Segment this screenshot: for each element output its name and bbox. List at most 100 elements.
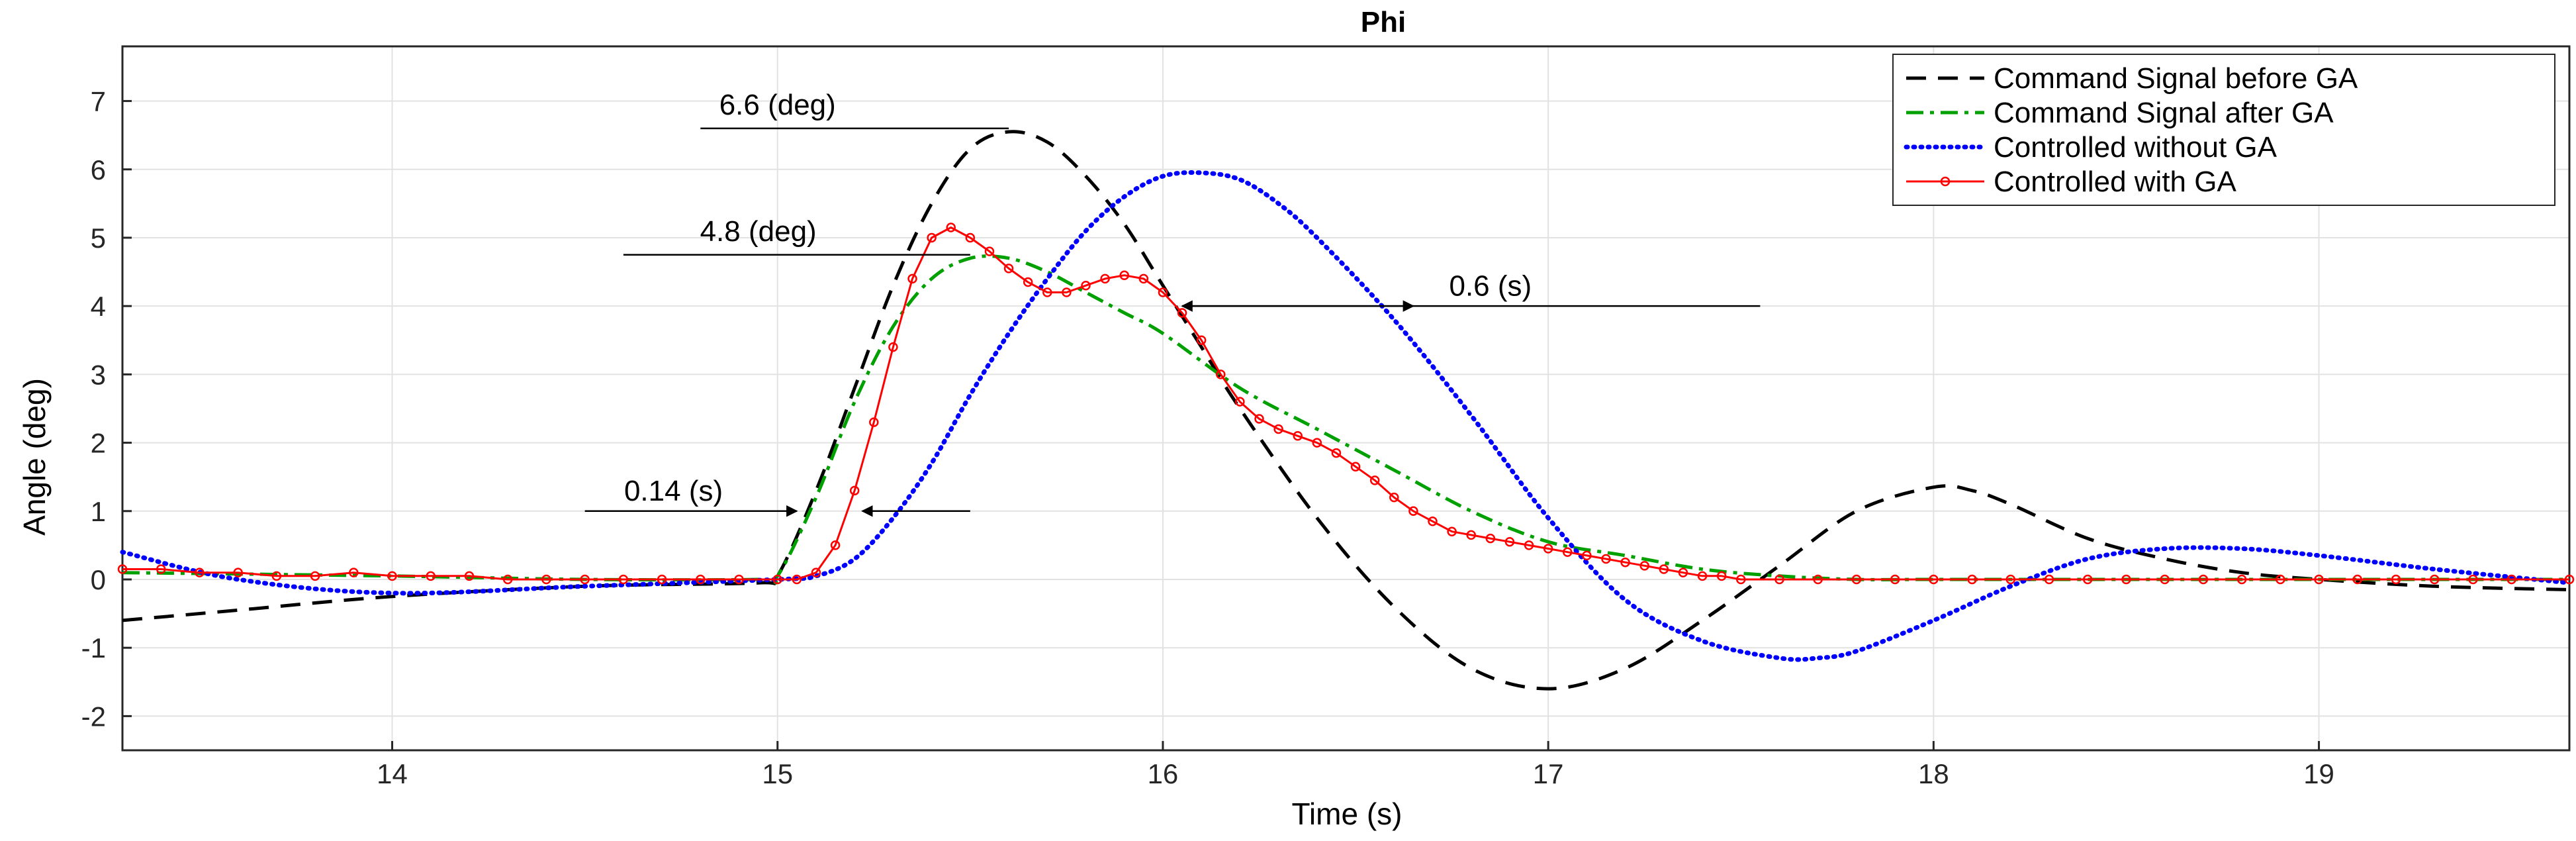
y-tick-label: 1 xyxy=(91,496,106,527)
series-marker xyxy=(2429,574,2440,585)
series-marker xyxy=(349,568,359,577)
series-marker xyxy=(1023,277,1033,287)
series-marker xyxy=(792,574,802,585)
series-marker xyxy=(1601,554,1611,564)
y-tick-label: -1 xyxy=(81,632,106,664)
series-marker xyxy=(1042,287,1052,297)
series-marker xyxy=(1736,574,1746,585)
series-marker xyxy=(1620,557,1630,568)
y-axis-label: Angle (deg) xyxy=(17,378,52,536)
series-marker xyxy=(271,571,282,581)
series-marker xyxy=(310,571,320,581)
series-marker xyxy=(1196,335,1207,346)
y-tick-label: -2 xyxy=(81,701,106,732)
legend-label: Command Signal before GA xyxy=(1994,62,2358,95)
series-marker xyxy=(984,246,995,256)
annotation-label: 6.6 (deg) xyxy=(719,89,836,121)
series-marker xyxy=(849,485,860,496)
y-tick-label: 5 xyxy=(91,223,106,254)
series-marker xyxy=(1428,517,1438,526)
series-marker xyxy=(2044,574,2054,585)
series-marker xyxy=(1331,448,1342,458)
series-marker xyxy=(156,564,166,574)
series-marker xyxy=(1466,530,1476,540)
axis-ticks: 14 15 16 17 18 19 -2 -1 0 1 2 3 4 5 6 7 xyxy=(81,86,2334,789)
y-tick-label: 6 xyxy=(91,154,106,185)
series-marker xyxy=(1369,475,1380,485)
series-marker xyxy=(2121,574,2131,585)
series-marker xyxy=(195,568,205,577)
series-marker xyxy=(1447,526,1457,536)
legend-marker xyxy=(1940,176,1951,187)
series-marker xyxy=(2160,574,2170,585)
series-marker xyxy=(1851,574,1862,585)
series-marker xyxy=(1504,536,1515,547)
series-marker xyxy=(907,273,917,284)
series-marker xyxy=(2198,574,2209,585)
series-marker xyxy=(1312,438,1322,448)
series-marker xyxy=(1389,492,1399,503)
series-marker xyxy=(1158,287,1168,297)
series-marker xyxy=(1293,431,1303,441)
series-marker xyxy=(1929,574,1939,585)
annotations: 6.6 (deg) 4.8 (deg) 0.6 (s) 0.14 (s) xyxy=(584,89,1761,517)
series-marker xyxy=(1890,574,1900,585)
series-marker xyxy=(2005,574,2016,585)
series-marker xyxy=(387,571,397,581)
series-line-4 xyxy=(122,226,2569,581)
series-marker xyxy=(1582,550,1592,561)
series-marker xyxy=(1119,270,1129,280)
series-marker xyxy=(1639,561,1649,571)
legend-label: Controlled with GA xyxy=(1994,166,2236,198)
series-marker xyxy=(502,574,513,585)
chart-title: Phi xyxy=(1361,6,1406,38)
y-tick-label: 0 xyxy=(91,564,106,595)
plot-area-frame xyxy=(121,45,2571,752)
x-axis-label: Time (s) xyxy=(1292,797,1403,831)
x-tick-label: 14 xyxy=(377,758,408,789)
series-marker xyxy=(869,417,879,427)
series-marker xyxy=(233,568,243,577)
series-marker xyxy=(2276,574,2285,585)
series-marker xyxy=(1273,424,1283,434)
series-marker xyxy=(1216,370,1226,379)
legend-label: Controlled without GA xyxy=(1994,131,2277,164)
series-marker xyxy=(1062,287,1072,297)
series-marker xyxy=(1697,571,1708,581)
series-marker xyxy=(1100,273,1110,284)
x-tick-label: 18 xyxy=(1918,758,1949,789)
series-marker xyxy=(1081,280,1091,291)
series-marker xyxy=(1350,462,1361,471)
series-marker xyxy=(1543,544,1553,554)
series-marker xyxy=(2236,574,2247,585)
legend-box xyxy=(1892,54,2555,206)
series-marker xyxy=(1003,264,1014,273)
series-marker xyxy=(2507,574,2516,585)
series-marker xyxy=(696,574,706,585)
series-marker xyxy=(1138,273,1149,284)
series-marker xyxy=(464,571,475,581)
series-marker xyxy=(1716,571,1727,581)
series-marker xyxy=(830,540,841,550)
series-marker xyxy=(1563,547,1573,557)
annotation-label: 0.14 (s) xyxy=(624,475,723,507)
series-marker xyxy=(888,342,898,352)
series-marker xyxy=(772,574,782,585)
annotation-label: 4.8 (deg) xyxy=(700,215,817,248)
series-marker xyxy=(2314,574,2324,585)
series-marker xyxy=(965,232,976,243)
legend-label: Command Signal after GA xyxy=(1994,97,2334,129)
series-marker xyxy=(426,571,436,581)
series-marker xyxy=(2352,574,2363,585)
series-marker xyxy=(580,574,590,585)
series-marker xyxy=(734,574,744,585)
series-marker xyxy=(541,574,551,585)
series-marker xyxy=(1485,533,1496,544)
series-marker xyxy=(117,564,128,574)
x-tick-label: 15 xyxy=(762,758,793,789)
series-marker xyxy=(657,574,667,585)
x-tick-label: 16 xyxy=(1148,758,1179,789)
series-marker xyxy=(1678,568,1688,577)
